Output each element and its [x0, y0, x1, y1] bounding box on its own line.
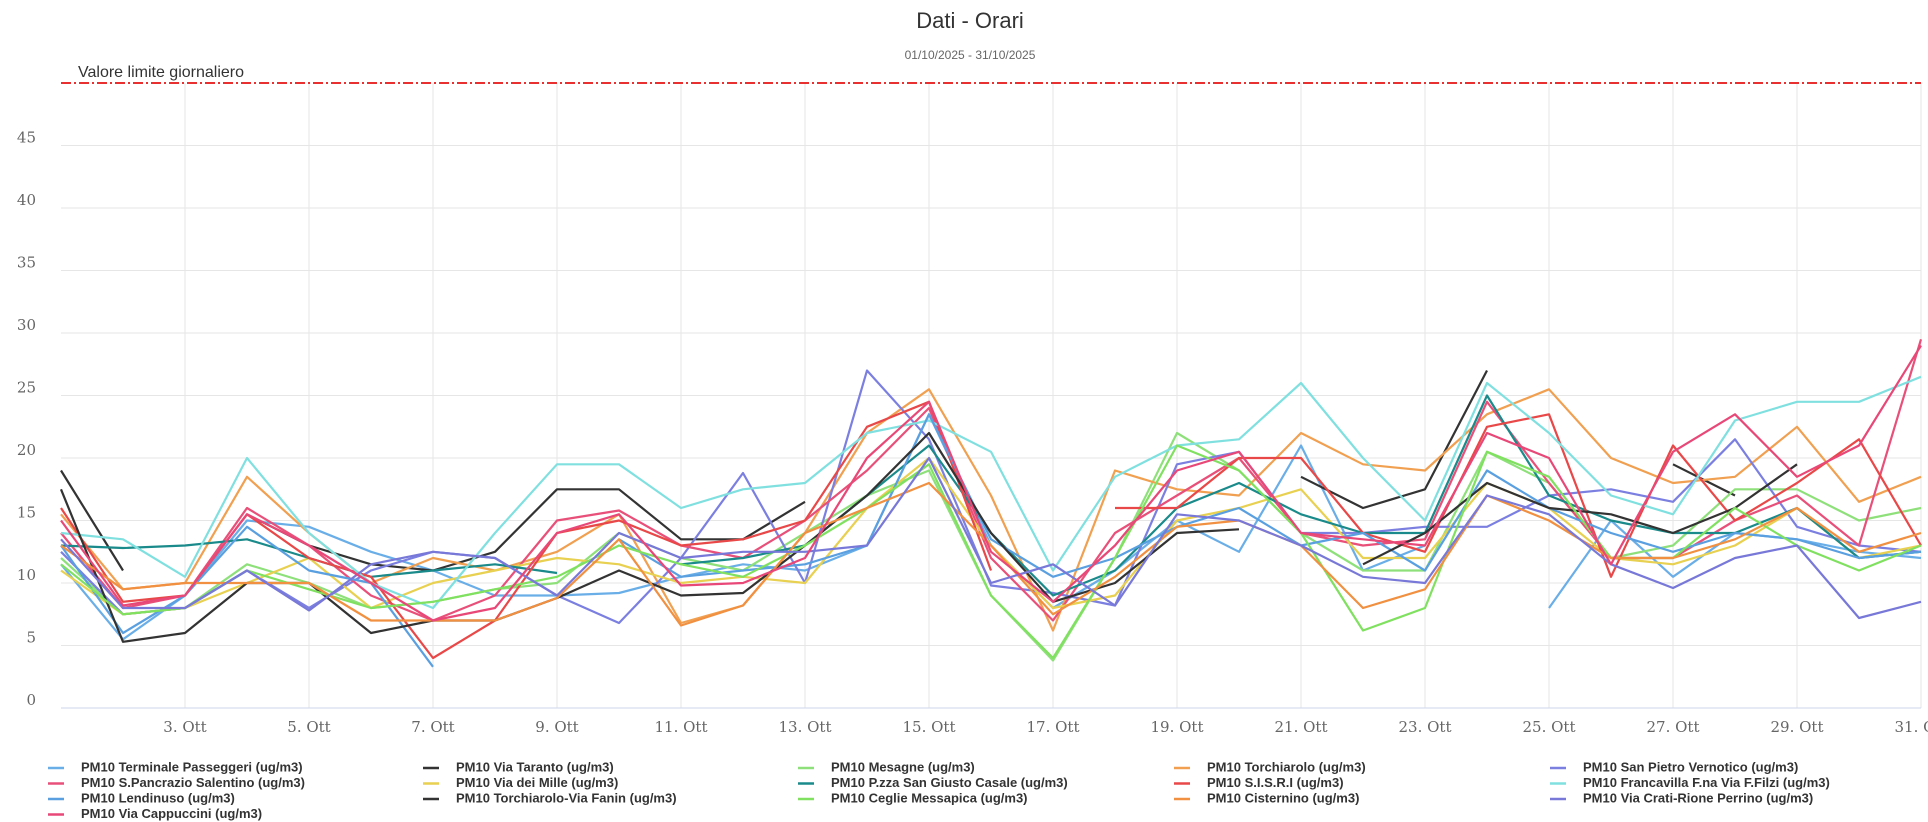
x-tick-label: 7. Ott	[411, 718, 454, 736]
y-tick-label: 25	[17, 379, 36, 397]
legend-label: PM10 Cisternino (ug/m3)	[1207, 790, 1359, 805]
y-tick-label: 0	[26, 691, 36, 709]
series-line	[60, 456, 1922, 616]
x-tick-label: 15. Ott	[903, 718, 956, 736]
legend-label: PM10 Via dei Mille (ug/m3)	[456, 775, 618, 790]
y-tick-label: 20	[17, 441, 36, 459]
y-tick-label: 15	[17, 504, 36, 522]
x-tick-label: 27. Ott	[1647, 718, 1700, 736]
limit-label: Valore limite giornaliero	[78, 64, 244, 81]
y-tick-label: 45	[17, 129, 36, 147]
legend-label: PM10 San Pietro Vernotico (ug/m3)	[1583, 759, 1798, 774]
series-line	[60, 344, 1922, 622]
legend-label: PM10 P.zza San Giusto Casale (ug/m3)	[831, 775, 1068, 790]
y-tick-label: 35	[17, 254, 36, 272]
series-line	[60, 369, 1736, 572]
x-tick-label: 13. Ott	[779, 718, 832, 736]
legend-label: PM10 S.Pancrazio Salentino (ug/m3)	[81, 775, 305, 790]
legend-label: PM10 S.I.S.R.I (ug/m3)	[1207, 775, 1344, 790]
legend-label: PM10 Via Cappuccini (ug/m3)	[81, 806, 262, 821]
chart-subtitle: 01/10/2025 - 31/10/2025	[905, 48, 1036, 62]
x-tick-label: 5. Ott	[287, 718, 330, 736]
x-tick-label: 17. Ott	[1027, 718, 1080, 736]
x-tick-label: 25. Ott	[1523, 718, 1576, 736]
legend-label: PM10 Francavilla F.na Via F.Filzi (ug/m3…	[1583, 775, 1830, 790]
legend-label: PM10 Lendinuso (ug/m3)	[81, 790, 235, 805]
legend-label: PM10 Terminale Passeggeri (ug/m3)	[81, 759, 303, 774]
legend-label: PM10 Mesagne (ug/m3)	[831, 759, 975, 774]
x-tick-label: 31. Ott	[1895, 718, 1928, 736]
series-line	[60, 375, 1922, 610]
x-tick-label: 29. Ott	[1771, 718, 1824, 736]
x-tick-label: 9. Ott	[535, 718, 578, 736]
series-line	[60, 338, 1923, 622]
series-line	[60, 369, 1922, 625]
legend-label: PM10 Via Taranto (ug/m3)	[456, 759, 614, 774]
legend-label: PM10 Torchiarolo (ug/m3)	[1207, 759, 1366, 774]
x-tick-label: 19. Ott	[1151, 718, 1204, 736]
y-tick-label: 10	[17, 566, 36, 584]
series-line	[60, 481, 1922, 627]
series-line	[60, 400, 1922, 660]
x-tick-label: 11. Ott	[655, 718, 708, 736]
legend-label: PM10 Ceglie Messapica (ug/m3)	[831, 790, 1028, 805]
y-tick-label: 40	[17, 191, 36, 209]
x-tick-label: 23. Ott	[1399, 718, 1452, 736]
x-tick-label: 3. Ott	[163, 718, 206, 736]
x-tick-label: 21. Ott	[1275, 718, 1328, 736]
chart-title: Dati - Orari	[916, 8, 1024, 33]
legend-label: PM10 Via Crati-Rione Perrino (ug/m3)	[1583, 790, 1813, 805]
y-tick-label: 30	[17, 316, 36, 334]
legend-label: PM10 Torchiarolo-Via Fanin (ug/m3)	[456, 790, 677, 805]
y-tick-label: 5	[26, 629, 36, 647]
